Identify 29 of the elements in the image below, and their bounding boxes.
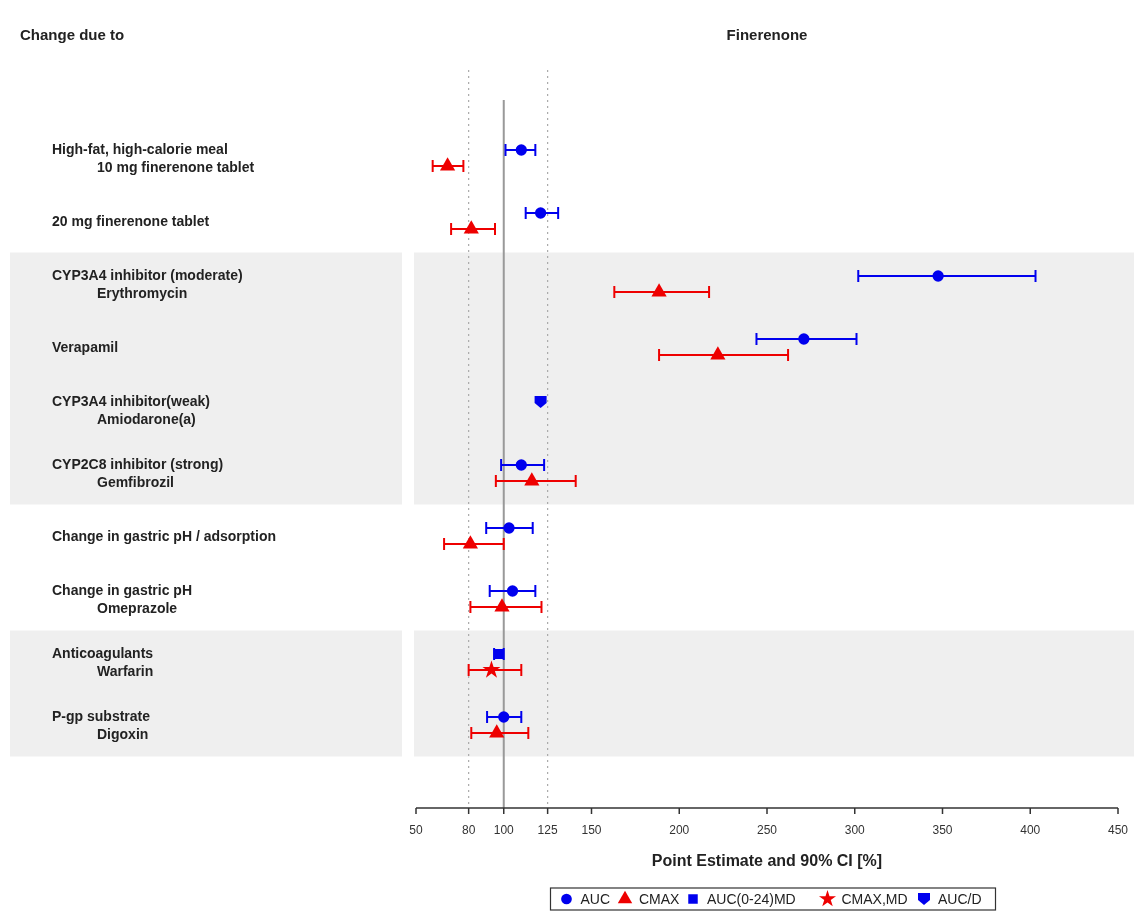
y-tick-label: CYP3A4 inhibitor (moderate) Erythromycin bbox=[52, 267, 247, 301]
legend-label: AUC/D bbox=[938, 891, 982, 907]
y-tick-label: Anticoagulants Warfarin bbox=[52, 645, 158, 679]
x-tick-label: 150 bbox=[581, 823, 602, 837]
x-tick-label: 350 bbox=[932, 823, 953, 837]
y-tick-label: CYP3A4 inhibitor(weak) Amiodarone(a) bbox=[52, 393, 214, 427]
chart-title: Finerenone bbox=[726, 26, 808, 43]
legend-label: CMAX,MD bbox=[841, 891, 908, 907]
y-tick-label: P-gp substrate Digoxin bbox=[52, 708, 154, 742]
y-tick-label: Change in gastric pH Omeprazole bbox=[52, 582, 196, 616]
x-tick-label: 200 bbox=[669, 823, 690, 837]
y-tick-label: Change in gastric pH / adsorption bbox=[52, 528, 277, 544]
text: Change due to bbox=[20, 26, 125, 43]
y-tick-label: Verapamil bbox=[52, 339, 119, 355]
x-tick-label: 125 bbox=[537, 823, 558, 837]
x-tick-label: 400 bbox=[1020, 823, 1041, 837]
x-tick-label: 300 bbox=[844, 823, 866, 837]
x-axis-title: Point Estimate and 90% CI [%] bbox=[651, 852, 883, 869]
legend-label: CMAX bbox=[639, 891, 681, 907]
y-tick-label: High-fat, high-calorie meal 10 mg finerenone tablet bbox=[52, 141, 255, 175]
y-tick-label: 20 mg finerenone tablet bbox=[52, 213, 210, 229]
x-tick-label: 80 bbox=[461, 823, 476, 837]
x-tick-label: 250 bbox=[756, 823, 778, 837]
y-tick-label: CYP2C8 inhibitor (strong) Gemfibrozil bbox=[52, 456, 227, 490]
legend-label: AUC(0-24)MD bbox=[707, 891, 796, 907]
x-tick-label: 50 bbox=[409, 823, 423, 837]
legend-label: AUC bbox=[580, 891, 611, 907]
x-tick-label: 100 bbox=[493, 823, 515, 837]
x-tick-label: 450 bbox=[1107, 823, 1129, 837]
